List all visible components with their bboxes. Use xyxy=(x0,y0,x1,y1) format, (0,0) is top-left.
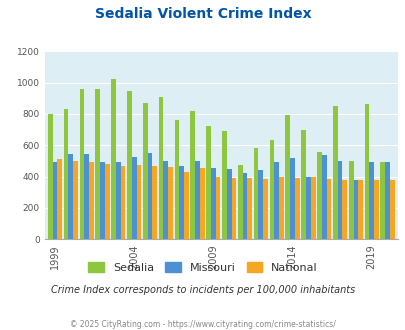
Bar xyxy=(206,126,211,239)
Bar xyxy=(116,162,120,239)
Bar xyxy=(53,162,57,239)
Bar xyxy=(278,177,283,239)
Bar xyxy=(89,162,94,239)
Bar xyxy=(132,157,136,239)
Bar xyxy=(274,162,278,239)
Bar xyxy=(310,177,315,239)
Bar xyxy=(369,162,373,239)
Bar xyxy=(64,109,68,239)
Bar xyxy=(84,154,89,239)
Bar xyxy=(95,89,100,239)
Bar xyxy=(290,158,294,239)
Bar xyxy=(222,131,226,239)
Bar xyxy=(373,181,378,239)
Text: Crime Index corresponds to incidents per 100,000 inhabitants: Crime Index corresponds to incidents per… xyxy=(51,285,354,295)
Bar xyxy=(100,162,104,239)
Bar xyxy=(143,103,147,239)
Bar xyxy=(389,180,394,239)
Bar xyxy=(199,168,204,239)
Bar xyxy=(48,114,53,239)
Bar xyxy=(237,165,242,239)
Bar xyxy=(183,172,188,239)
Bar xyxy=(353,180,357,239)
Bar xyxy=(242,174,247,239)
Bar xyxy=(269,140,274,239)
Bar xyxy=(79,89,84,239)
Bar xyxy=(127,91,132,239)
Bar xyxy=(190,111,195,239)
Bar xyxy=(294,178,299,239)
Bar xyxy=(332,106,337,239)
Bar xyxy=(326,179,330,239)
Bar xyxy=(247,178,252,239)
Bar xyxy=(152,166,157,239)
Bar xyxy=(136,165,141,239)
Bar xyxy=(147,153,152,239)
Text: Sedalia Violent Crime Index: Sedalia Violent Crime Index xyxy=(94,7,311,20)
Bar xyxy=(231,178,236,239)
Bar xyxy=(384,162,389,239)
Legend: Sedalia, Missouri, National: Sedalia, Missouri, National xyxy=(84,258,321,277)
Bar xyxy=(364,104,369,239)
Bar xyxy=(285,115,290,239)
Bar xyxy=(337,161,341,239)
Bar xyxy=(305,177,310,239)
Bar xyxy=(111,80,116,239)
Bar xyxy=(174,120,179,239)
Bar xyxy=(215,177,220,239)
Bar xyxy=(68,154,73,239)
Bar xyxy=(195,161,199,239)
Bar xyxy=(348,161,353,239)
Bar xyxy=(357,180,362,239)
Bar xyxy=(104,164,109,239)
Bar xyxy=(258,170,262,239)
Bar xyxy=(168,167,173,239)
Bar xyxy=(57,159,62,239)
Bar xyxy=(163,161,168,239)
Bar xyxy=(158,97,163,239)
Bar xyxy=(179,166,183,239)
Bar xyxy=(253,148,258,239)
Bar xyxy=(321,155,326,239)
Bar xyxy=(226,169,231,239)
Bar xyxy=(211,168,215,239)
Bar xyxy=(73,161,78,239)
Text: © 2025 CityRating.com - https://www.cityrating.com/crime-statistics/: © 2025 CityRating.com - https://www.city… xyxy=(70,320,335,329)
Bar xyxy=(120,166,125,239)
Bar xyxy=(316,152,321,239)
Bar xyxy=(379,162,384,239)
Bar xyxy=(341,180,346,239)
Bar xyxy=(301,130,305,239)
Bar xyxy=(262,179,267,239)
